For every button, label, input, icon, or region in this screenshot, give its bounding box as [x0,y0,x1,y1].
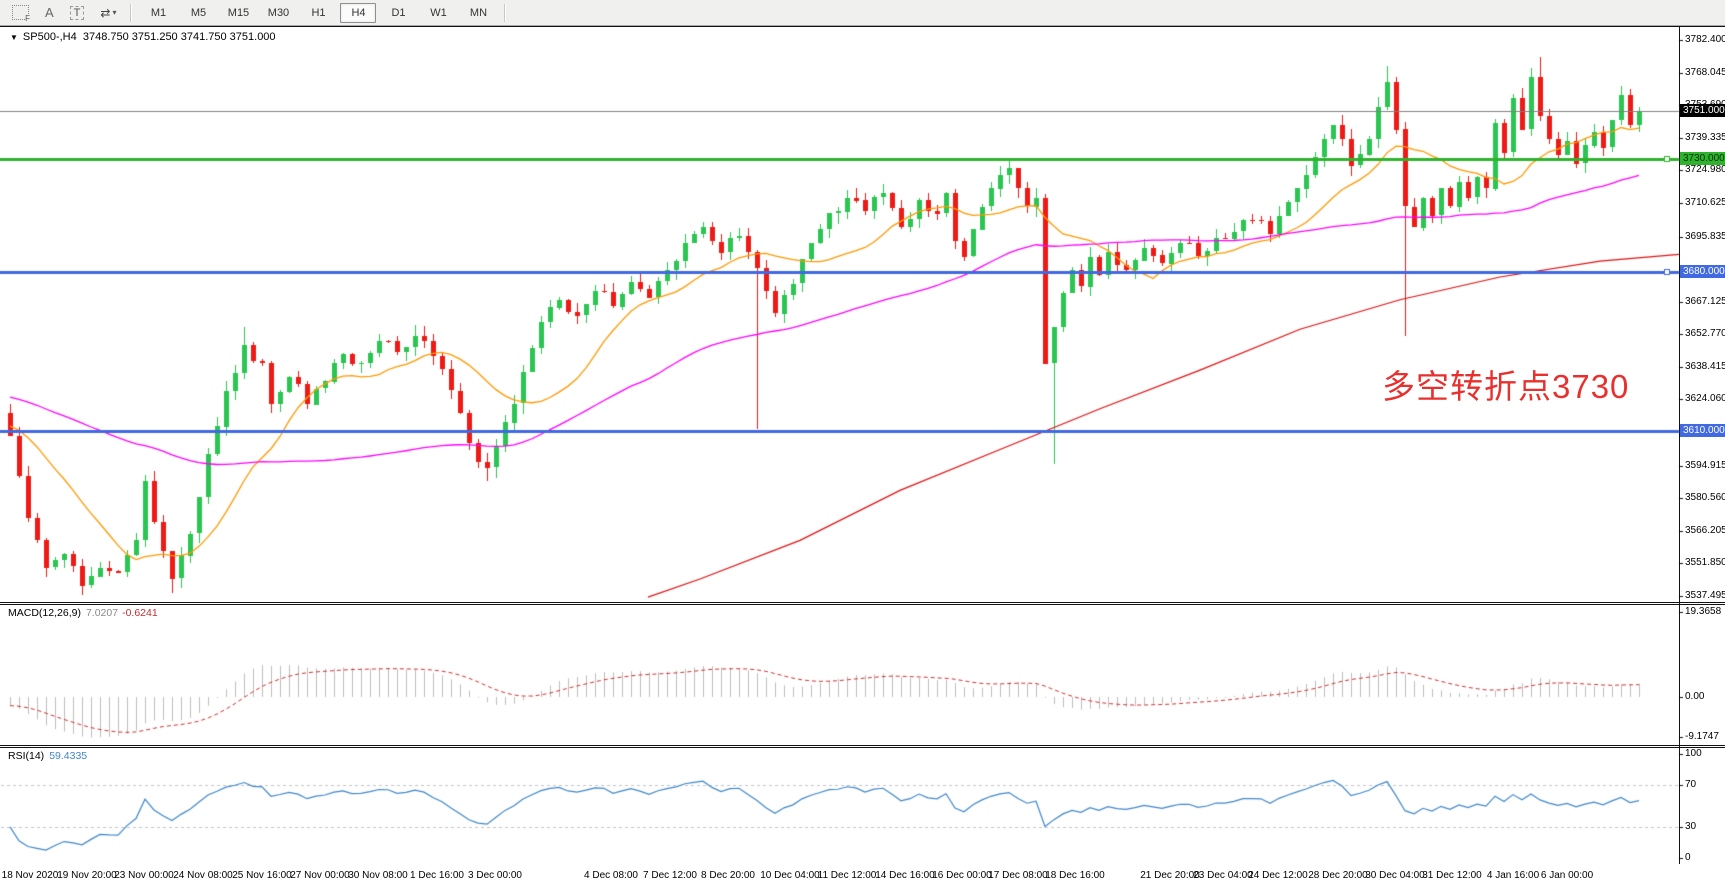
timeframe-button-d1[interactable]: D1 [391,6,406,19]
macd-main-value: 7.0207 [85,607,119,619]
text-tool-icon[interactable]: T [68,3,87,23]
time-tick-label: 17 Dec 08:00 [988,870,1048,881]
text-label-icon[interactable]: A [45,5,54,20]
time-tick-label: 3 Dec 00:00 [468,870,522,881]
time-tick-label: 6 Jan 00:00 [1540,870,1594,881]
indicator-tick-label: 70 [1685,779,1697,790]
price-tick-label: 3739.335 [1685,131,1725,143]
time-tick-label: 16 Dec 00:00 [932,870,992,881]
symbol-name: SP500-,H4 [22,31,77,43]
price-badge-3610.000: 3610.000 [1680,424,1725,437]
time-tick-label: 18 Nov 2020 [1,870,59,881]
cycle-arrows-icon[interactable]: ⇄ ▾ [100,5,117,20]
price-tick-label: 3667.125 [1685,295,1725,307]
macd-signal-value: -0.6241 [122,607,158,619]
rsi-name: RSI(14) [8,750,45,762]
price-badge-3751.000: 3751.000 [1680,104,1725,117]
time-tick-label: 23 Nov 00:00 [114,870,174,881]
price-tick-label: 3695.835 [1685,230,1725,242]
time-tick-label: 4 Dec 08:00 [584,870,638,881]
time-tick-label: 10 Dec 04:00 [760,870,820,881]
time-tick-label: 4 Jan 16:00 [1486,870,1540,881]
price-tick-label: 3768.045 [1685,66,1725,78]
timeframe-button-h4[interactable]: H4 [340,2,377,23]
time-tick-label: 11 Dec 12:00 [817,870,877,881]
toolbar: F A T ⇄ ▾ M1 M5 M15 M30 H1 H4 D1 W1 MN [0,0,1725,26]
timeframe-button-mn[interactable]: MN [469,6,488,19]
time-tick-label: 19 Nov 20:00 [57,870,117,881]
timeframe-button-h1[interactable]: H1 [311,6,326,19]
price-tick-label: 3652.770 [1685,328,1725,340]
price-tick-label: 3782.400 [1685,34,1725,45]
time-tick-label: 24 Dec 12:00 [1248,870,1308,881]
price-tick-label: 3724.980 [1685,164,1725,176]
time-tick-label: 24 Nov 08:00 [173,870,233,881]
time-tick-label: 1 Dec 16:00 [410,870,464,881]
indicator-tick-label: 100 [1685,748,1702,759]
indicator-tick-label: 30 [1685,821,1697,832]
chart-shift-icon[interactable]: F [6,3,31,23]
time-tick-label: 21 Dec 20:00 [1140,870,1200,881]
price-tick-label: 3580.560 [1685,492,1725,504]
time-tick-label: 8 Dec 20:00 [701,870,755,881]
toolbar-separator [504,3,507,22]
time-tick-label: 18 Dec 16:00 [1045,870,1105,881]
indicator-tick-label: 19.3658 [1685,606,1722,617]
price-badge-3680.000: 3680.000 [1680,265,1725,278]
time-tick-label: 31 Dec 12:00 [1422,870,1482,881]
time-tick-label: 30 Dec 04:00 [1365,870,1425,881]
time-tick-label: 7 Dec 12:00 [643,870,697,881]
time-tick-label: 25 Nov 16:00 [232,870,292,881]
time-tick-label: 30 Nov 08:00 [348,870,408,881]
timeframe-button-group: M1 M5 M15 M30 H1 H4 D1 W1 MN [138,2,498,23]
price-tick-label: 3710.625 [1685,196,1725,208]
price-badge-3730.000: 3730.000 [1680,152,1725,165]
chevron-down-icon[interactable]: ▼ [10,33,18,42]
indicator-tick-label: 0 [1685,852,1691,863]
timeframe-button-m5[interactable]: M5 [190,6,207,19]
rsi-label[interactable]: RSI(14) 59.4335 [8,750,87,762]
timeframe-button-w1[interactable]: W1 [430,6,447,19]
price-tick-label: 3537.495 [1685,590,1725,601]
time-tick-label: 27 Nov 00:00 [290,870,350,881]
chart-title[interactable]: ▼ SP500-,H4 3748.750 3751.250 3741.750 37… [10,31,276,43]
dropdown-caret-icon[interactable]: ▾ [112,8,117,17]
price-tick-label: 3551.850 [1685,557,1725,569]
chart-annotation-text[interactable]: 多空转折点3730 [1382,368,1630,405]
macd-name: MACD(12,26,9) [8,607,81,619]
timeframe-button-m1[interactable]: M1 [150,6,167,19]
price-tick-label: 3638.415 [1685,360,1725,372]
timeframe-button-m30[interactable]: M30 [267,6,290,19]
time-tick-label: 23 Dec 04:00 [1193,870,1253,881]
time-axis[interactable] [0,864,1725,888]
price-tick-label: 3594.915 [1685,459,1725,471]
macd-label[interactable]: MACD(12,26,9) 7.0207 -0.6241 [8,607,158,619]
rsi-value: 59.4335 [49,750,88,762]
indicator-tick-label: 0.00 [1685,691,1705,702]
price-tick-label: 3566.205 [1685,524,1725,536]
timeframe-button-m15[interactable]: M15 [227,6,250,19]
toolbar-separator [130,3,133,22]
indicator-tick-label: -9.1747 [1685,731,1719,742]
time-tick-label: 14 Dec 16:00 [875,870,935,881]
time-tick-label: 28 Dec 20:00 [1308,870,1368,881]
ohlc-values: 3748.750 3751.250 3741.750 3751.000 [82,31,276,43]
price-tick-label: 3624.060 [1685,393,1725,405]
